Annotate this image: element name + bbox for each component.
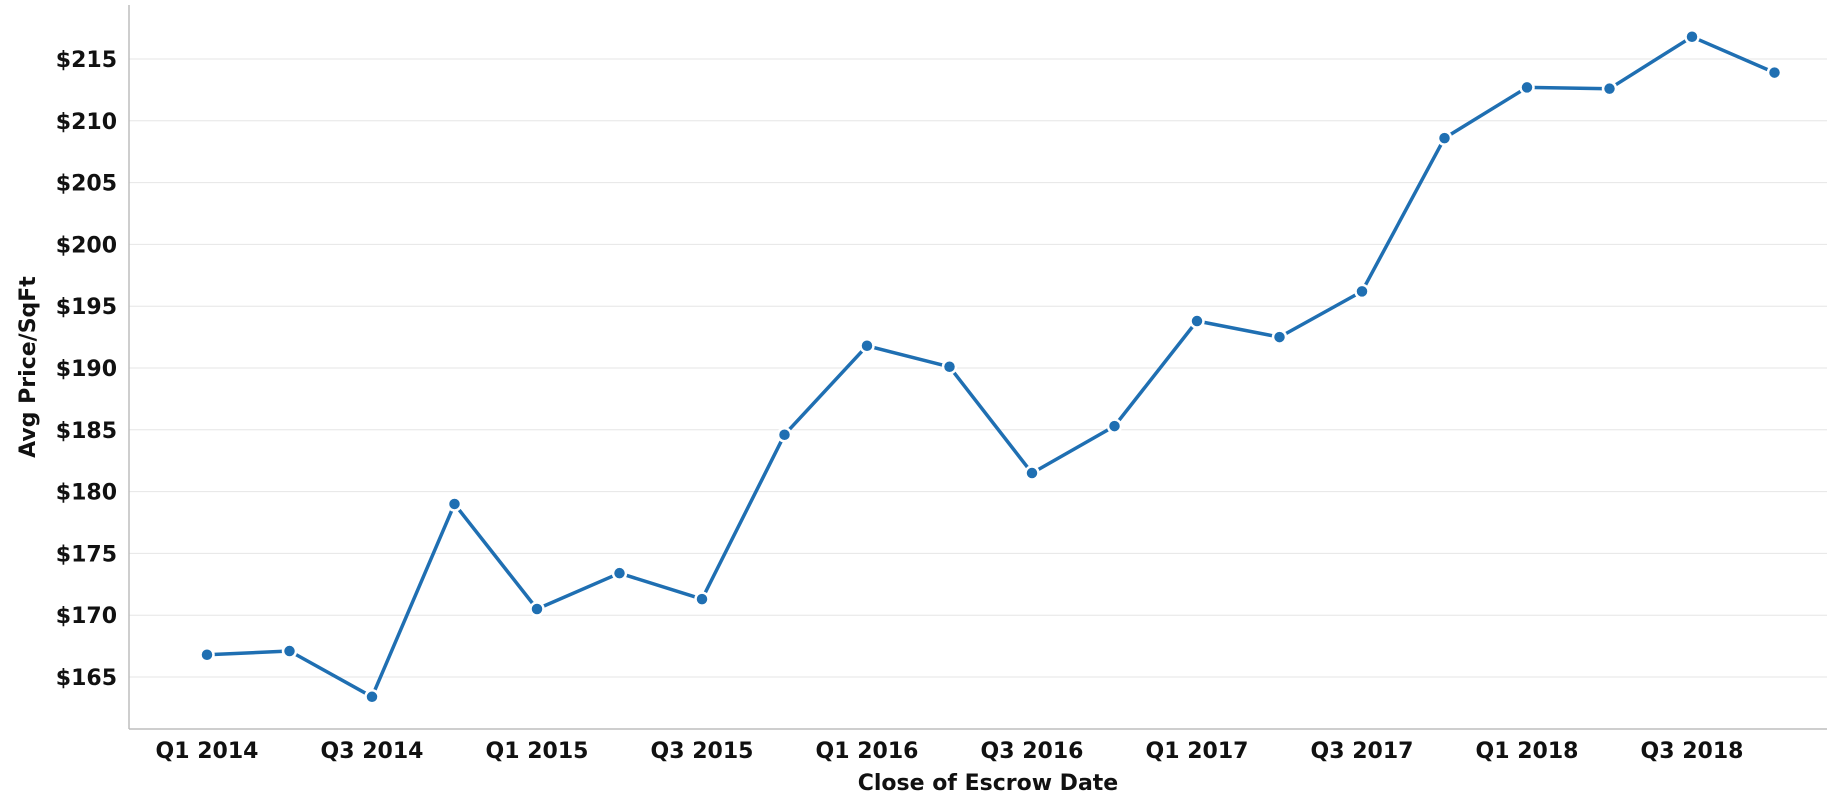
data-point bbox=[364, 689, 380, 705]
y-tick-label: $210 bbox=[56, 110, 117, 135]
x-tick-label: Q1 2016 bbox=[816, 739, 919, 764]
x-tick-label: Q1 2015 bbox=[486, 739, 589, 764]
y-tick-label: $215 bbox=[56, 48, 117, 73]
y-tick-label: $205 bbox=[56, 172, 117, 197]
y-tick-label: $170 bbox=[56, 604, 117, 629]
data-point bbox=[529, 601, 545, 617]
x-tick-label: Q3 2017 bbox=[1311, 739, 1414, 764]
x-tick-label: Q3 2014 bbox=[321, 739, 424, 764]
y-tick-label: $195 bbox=[56, 295, 117, 320]
data-point bbox=[1519, 79, 1535, 96]
data-point bbox=[446, 496, 463, 512]
data-point bbox=[859, 338, 875, 354]
x-tick-label: Q3 2018 bbox=[1641, 739, 1744, 764]
data-point bbox=[199, 647, 215, 663]
data-point bbox=[1024, 465, 1040, 481]
y-tick-label: $190 bbox=[56, 357, 117, 382]
series-line bbox=[206, 35, 1776, 699]
x-tick-label: Q1 2014 bbox=[156, 739, 259, 764]
data-point bbox=[1354, 283, 1370, 300]
data-point bbox=[1684, 29, 1700, 45]
x-tick-label: Q1 2018 bbox=[1476, 739, 1579, 764]
data-point bbox=[694, 591, 710, 607]
x-tick-label: Q1 2017 bbox=[1146, 739, 1249, 764]
y-tick-label: $185 bbox=[56, 419, 117, 444]
data-points bbox=[199, 29, 1783, 705]
data-point bbox=[611, 565, 628, 581]
y-tick-label: $180 bbox=[56, 481, 117, 506]
x-tick-labels: Q1 2014 Q3 2014 Q1 2015 Q3 2015 Q1 2016 Q3 20… bbox=[156, 739, 1744, 764]
data-point bbox=[281, 643, 298, 659]
y-axis-title: Avg Price/SqFt bbox=[16, 276, 41, 458]
y-tick-label: $165 bbox=[56, 666, 117, 691]
data-point bbox=[1106, 418, 1123, 434]
x-tick-label: Q3 2015 bbox=[651, 739, 754, 764]
data-point bbox=[1436, 130, 1453, 146]
data-point bbox=[1271, 329, 1288, 345]
data-point bbox=[1601, 80, 1618, 97]
gridlines bbox=[129, 58, 1827, 678]
x-axis-title: Close of Escrow Date bbox=[858, 771, 1118, 796]
data-point bbox=[1766, 64, 1783, 81]
y-tick-label: $175 bbox=[56, 542, 117, 567]
data-point bbox=[941, 359, 958, 375]
data-point bbox=[776, 426, 793, 443]
y-tick-label: $200 bbox=[56, 233, 117, 258]
y-tick-labels: $165 $170 $175 $180 $185 $190 $195 $200 $205 $210… bbox=[56, 48, 117, 691]
x-tick-label: Q3 2016 bbox=[981, 739, 1084, 764]
data-point bbox=[1189, 313, 1205, 329]
